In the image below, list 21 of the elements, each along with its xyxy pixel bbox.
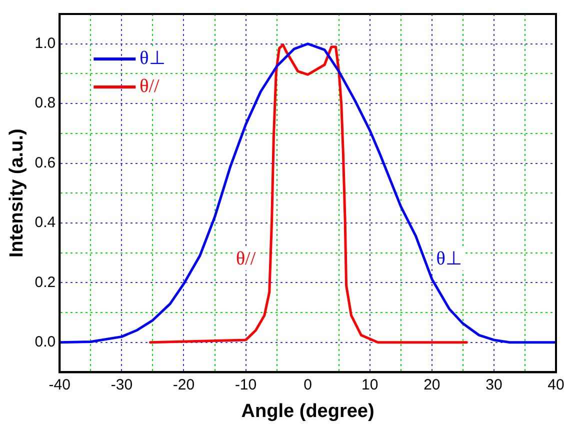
x-axis-title: Angle (degree) — [241, 400, 374, 422]
x-tick-label: 40 — [548, 376, 564, 394]
x-tick-label: 10 — [362, 376, 378, 394]
x-tick-label: 0 — [304, 376, 312, 394]
x-tick-label: 20 — [424, 376, 440, 394]
y-tick-label: 0.2 — [34, 274, 56, 291]
y-tick-label: 0.4 — [34, 214, 56, 232]
legend-label: θ⊥ — [140, 48, 166, 69]
y-tick-label: 0.8 — [34, 94, 56, 112]
y-tick-label: 1.0 — [34, 34, 56, 52]
x-tick-label: -20 — [172, 376, 195, 394]
y-axis-title: Intensity (a.u.) — [6, 128, 28, 258]
x-tick-label: -30 — [110, 376, 133, 394]
y-tick-label: 0.6 — [34, 154, 56, 172]
x-tick-label: 30 — [486, 376, 502, 394]
x-tick-label: -40 — [48, 376, 70, 394]
annotation: θ⊥ — [436, 248, 462, 270]
x-tick-label: -10 — [234, 376, 257, 394]
legend-label: θ// — [140, 76, 160, 97]
annotation: θ// — [236, 248, 256, 270]
y-tick-label: 0.0 — [34, 333, 56, 350]
